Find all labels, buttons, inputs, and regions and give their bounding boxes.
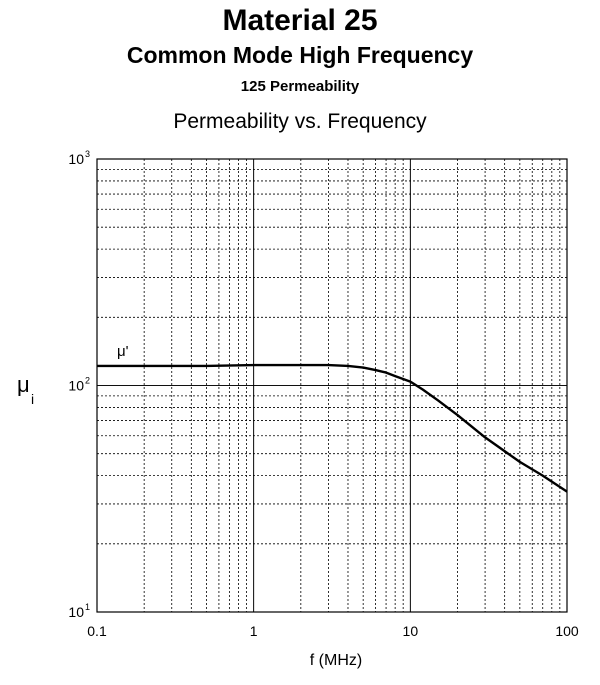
y-tick-exponent: 3: [85, 149, 90, 159]
chart-title: Permeability vs. Frequency: [173, 110, 427, 133]
x-tick-label: 10: [403, 623, 419, 639]
y-tick-base: 10: [68, 151, 84, 167]
plot-frame: [96, 158, 568, 613]
page-subtitle: Common Mode High Frequency: [126, 42, 474, 68]
series-layer: μ': [97, 343, 568, 493]
y-tick-exponent: 2: [85, 376, 90, 386]
x-axis-label: f (MHz): [310, 652, 362, 669]
x-tick-label: 100: [555, 623, 579, 639]
y-tick-base: 10: [68, 378, 84, 394]
y-axis-label: μ i: [17, 372, 34, 407]
y-tick-exponent: 1: [85, 602, 90, 612]
y-tick-base: 10: [68, 604, 84, 620]
y-tick-label: 10 2: [68, 376, 90, 394]
series-line: [97, 363, 568, 493]
x-tick-label: 1: [250, 623, 258, 639]
series-label: μ': [117, 343, 129, 360]
x-tick-label: 0.1: [87, 623, 107, 639]
grid-lines: [97, 159, 567, 612]
y-axis-label-symbol: μ: [17, 372, 30, 397]
y-axis-label-subscript: i: [31, 391, 34, 407]
permeability-subtitle: 125 Permeability: [240, 78, 360, 95]
y-tick-label: 10 3: [68, 149, 90, 167]
y-tick-label: 10 1: [68, 602, 90, 620]
page-title: Material 25: [222, 4, 378, 37]
